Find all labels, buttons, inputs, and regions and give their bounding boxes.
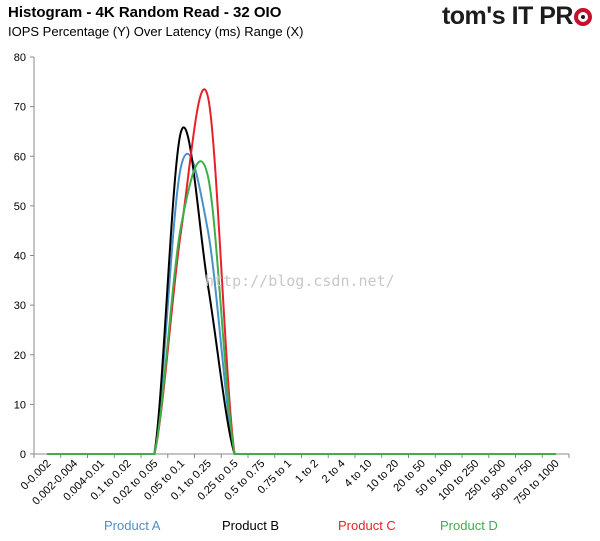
y-tick-label: 10 — [14, 399, 26, 411]
y-tick-label: 50 — [14, 201, 26, 213]
legend-item-product-d: Product D — [440, 518, 498, 533]
y-tick-label: 0 — [20, 449, 26, 461]
chart-legend: Product A Product B Product C Product D — [0, 518, 600, 536]
target-ring-icon — [574, 8, 592, 26]
series-line-product-a — [47, 152, 556, 455]
y-tick-label: 70 — [14, 102, 26, 114]
brand-logo: tom's IT PR — [442, 2, 592, 31]
watermark-text: http://blog.csdn.net/ — [205, 272, 395, 290]
series-line-product-d — [47, 160, 556, 455]
y-tick-label: 40 — [14, 251, 26, 263]
legend-item-product-c: Product C — [338, 518, 396, 533]
x-tick-label: 1 to 2 — [293, 458, 321, 486]
y-tick-label: 20 — [14, 350, 26, 362]
chart-subtitle: IOPS Percentage (Y) Over Latency (ms) Ra… — [8, 24, 304, 39]
brand-it-text: IT PR — [511, 2, 574, 30]
legend-item-product-a: Product A — [104, 518, 161, 533]
y-tick-label: 30 — [14, 300, 26, 312]
y-tick-label: 80 — [14, 52, 26, 64]
series-line-product-b — [47, 126, 556, 455]
brand-main-text: tom's — [441, 2, 506, 30]
legend-item-product-b: Product B — [222, 518, 280, 533]
y-tick-label: 60 — [14, 151, 26, 163]
chart-title: Histogram - 4K Random Read - 32 OIO — [8, 4, 282, 21]
